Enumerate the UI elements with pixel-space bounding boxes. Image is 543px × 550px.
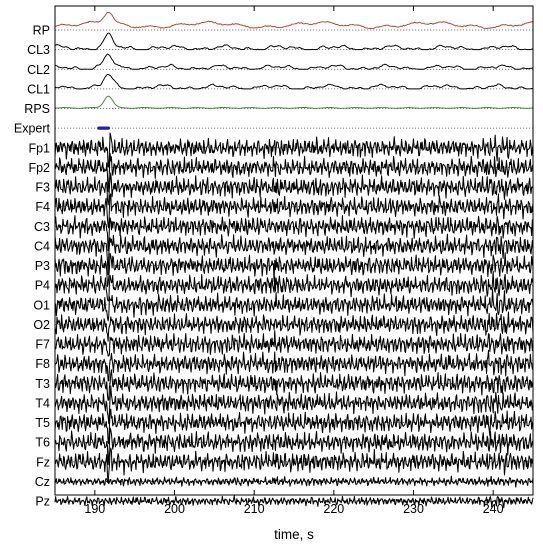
channel-label-f7: F7 <box>35 338 50 352</box>
channel-label-c4: C4 <box>34 239 50 253</box>
channel-label-o1: O1 <box>33 298 50 312</box>
channel-label-rp: RP <box>33 24 50 38</box>
x-tick-label-240: 240 <box>483 502 504 516</box>
channel-label-pz: Pz <box>35 495 50 509</box>
trace-cl1 <box>54 73 534 90</box>
channel-label-f8: F8 <box>35 357 50 371</box>
channel-label-t4: T4 <box>35 396 50 410</box>
trace-t3 <box>54 369 534 401</box>
channel-label-c3: C3 <box>34 220 50 234</box>
trace-t6 <box>54 427 534 466</box>
trace-f7 <box>54 330 534 357</box>
channel-label-fz: Fz <box>36 455 50 469</box>
trace-o2 <box>54 311 534 342</box>
x-tick-label-230: 230 <box>403 502 424 516</box>
channel-label-fp1: Fp1 <box>28 141 50 155</box>
x-tick-label-190: 190 <box>84 502 105 516</box>
channel-label-cl3: CL3 <box>27 43 50 57</box>
channel-label-cz: Cz <box>35 475 50 489</box>
channel-label-expert: Expert <box>14 122 51 136</box>
trace-t5 <box>54 408 534 445</box>
trace-cl3 <box>54 32 534 51</box>
plot-frame <box>54 5 534 496</box>
trace-fp2 <box>54 152 534 193</box>
trace-c3 <box>54 215 534 252</box>
trace-cz <box>54 475 534 488</box>
channel-label-t3: T3 <box>35 377 50 391</box>
trace-rps <box>54 95 534 109</box>
channel-label-p3: P3 <box>35 259 50 273</box>
trace-fp1 <box>54 132 534 168</box>
trace-fz <box>54 447 534 484</box>
trace-t4 <box>54 385 534 424</box>
x-axis-title: time, s <box>274 527 314 542</box>
trace-rp <box>54 12 534 30</box>
channel-label-t6: T6 <box>35 436 50 450</box>
channel-label-f3: F3 <box>35 181 50 195</box>
x-tick-label-200: 200 <box>164 502 185 516</box>
x-tick-label-220: 220 <box>323 502 344 516</box>
trace-f8 <box>54 349 534 382</box>
channel-label-o2: O2 <box>33 318 50 332</box>
x-axis: 190 200 210 220 230 240 <box>84 6 504 516</box>
channel-label-cl1: CL1 <box>27 82 50 96</box>
trace-p3 <box>54 252 534 288</box>
channel-label-t5: T5 <box>35 416 50 430</box>
channel-label-cl2: CL2 <box>27 63 50 77</box>
trace-f4 <box>54 193 534 229</box>
trace-f3 <box>54 172 534 206</box>
channel-label-p4: P4 <box>35 279 50 293</box>
x-tick-label-210: 210 <box>244 502 265 516</box>
trace-c4 <box>54 233 534 276</box>
channel-traces <box>54 12 534 509</box>
trace-o1 <box>54 289 534 322</box>
channel-label-rps: RPS <box>24 102 50 116</box>
trace-p4 <box>54 270 534 302</box>
trace-cl2 <box>54 53 534 70</box>
trace-pz <box>54 495 534 509</box>
channel-label-f4: F4 <box>35 200 50 214</box>
channel-label-fp2: Fp2 <box>28 161 50 175</box>
channel-labels: RP CL3 CL2 CL1 RPS Expert Fp1 Fp2 F3 F4 C3 C4 P3 P4 O1… <box>14 24 51 509</box>
